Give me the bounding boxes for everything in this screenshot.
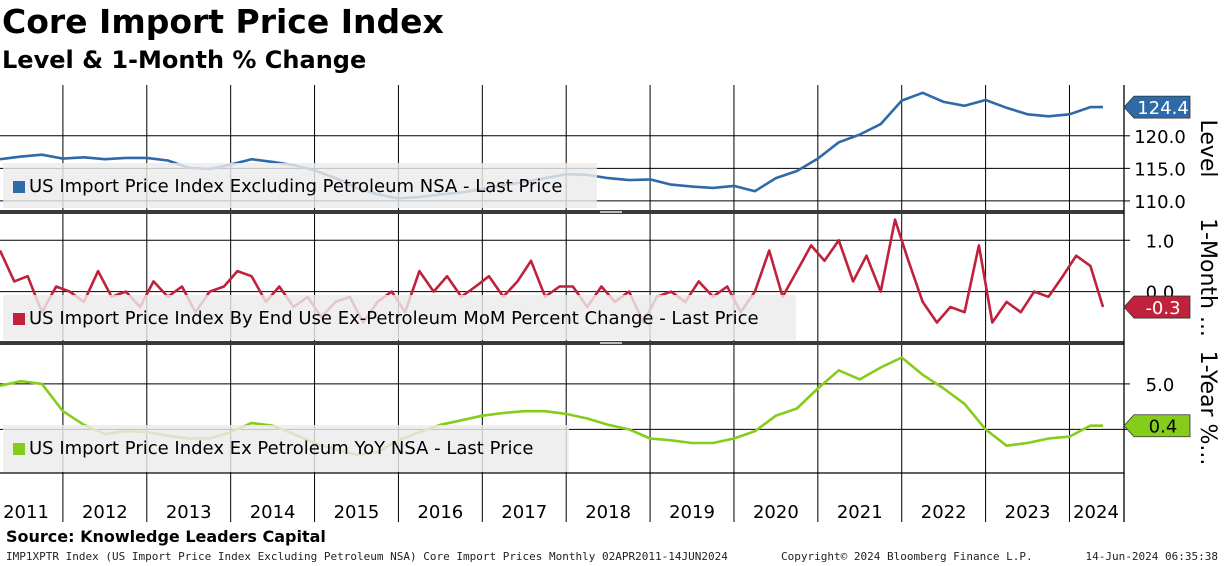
x-tick-label: 2017 <box>501 502 547 523</box>
mom-y-tick-label: 1.0 <box>1146 231 1175 252</box>
chart-subtitle: Level & 1-Month % Change <box>2 46 367 74</box>
x-tick-label: 2013 <box>166 502 212 523</box>
level-last-value-label: 124.4 <box>1137 98 1189 119</box>
x-tick-label: 2011 <box>3 502 49 523</box>
x-tick-label: 2022 <box>921 502 967 523</box>
level-legend-box <box>3 163 597 208</box>
x-tick-label: 2016 <box>417 502 463 523</box>
x-tick-label: 2023 <box>1005 502 1051 523</box>
yoy-last-value-tag <box>1123 414 1191 438</box>
source-note: Source: Knowledge Leaders Capital <box>6 527 326 546</box>
level-y-axis-label: Level <box>1195 119 1220 177</box>
yoy-legend-swatch <box>13 443 25 455</box>
yoy-last-value-label: 0.4 <box>1149 417 1178 438</box>
yoy-y-tick-label: 5.0 <box>1146 375 1175 396</box>
yoy-legend-text: US Import Price Index Ex Petroleum YoY N… <box>29 438 533 459</box>
x-tick-label: 2015 <box>334 502 380 523</box>
level-y-tick-label: 120.0 <box>1134 127 1186 148</box>
footer-series-description: IMP1XPTR Index (US Import Price Index Ex… <box>6 550 728 563</box>
panel-separator <box>0 210 1124 214</box>
x-tick-label: 2012 <box>82 502 128 523</box>
level-y-tick-label: 110.0 <box>1134 192 1186 213</box>
x-tick-label: 2019 <box>669 502 715 523</box>
mom-last-value-label: -0.3 <box>1145 298 1180 319</box>
mom-series-line <box>0 218 1105 324</box>
level-legend-swatch <box>13 181 25 193</box>
panel-separator <box>0 341 1124 345</box>
x-tick-label: 2021 <box>837 502 883 523</box>
panel-separator-grip <box>600 211 622 213</box>
x-tick-label: 2024 <box>1073 502 1119 523</box>
x-tick-label: 2020 <box>753 502 799 523</box>
mom-last-value-tag <box>1123 295 1191 319</box>
mom-legend-swatch <box>13 313 25 325</box>
mom-legend-text: US Import Price Index By End Use Ex-Petr… <box>29 308 759 329</box>
level-last-value-tag <box>1123 95 1191 119</box>
chart-axes: 2011 2012 2013 2014 2015 2016 2017 2018 2019 2020… <box>0 85 1220 523</box>
x-tick-label: 2014 <box>250 502 296 523</box>
mom-y-axis-label: 1-Month ... <box>1195 218 1220 337</box>
panel-separator-grip <box>600 342 622 344</box>
chart-title: Core Import Price Index <box>2 2 444 41</box>
level-y-tick-label: 115.0 <box>1134 159 1186 180</box>
x-tick-label: 2018 <box>585 502 631 523</box>
chart-legends: US Import Price Index Excluding Petroleu… <box>3 163 796 472</box>
footer-copyright: Copyright© 2024 Bloomberg Finance L.P. <box>781 550 1033 563</box>
level-legend-text: US Import Price Index Excluding Petroleu… <box>29 176 562 197</box>
yoy-legend-box <box>3 425 569 472</box>
chart-lines <box>0 91 1105 457</box>
mom-legend-box <box>3 295 796 340</box>
yoy-y-axis-label: 1-Year %... <box>1195 351 1220 466</box>
footer-timestamp: 14-Jun-2024 06:35:38 <box>1085 550 1218 563</box>
